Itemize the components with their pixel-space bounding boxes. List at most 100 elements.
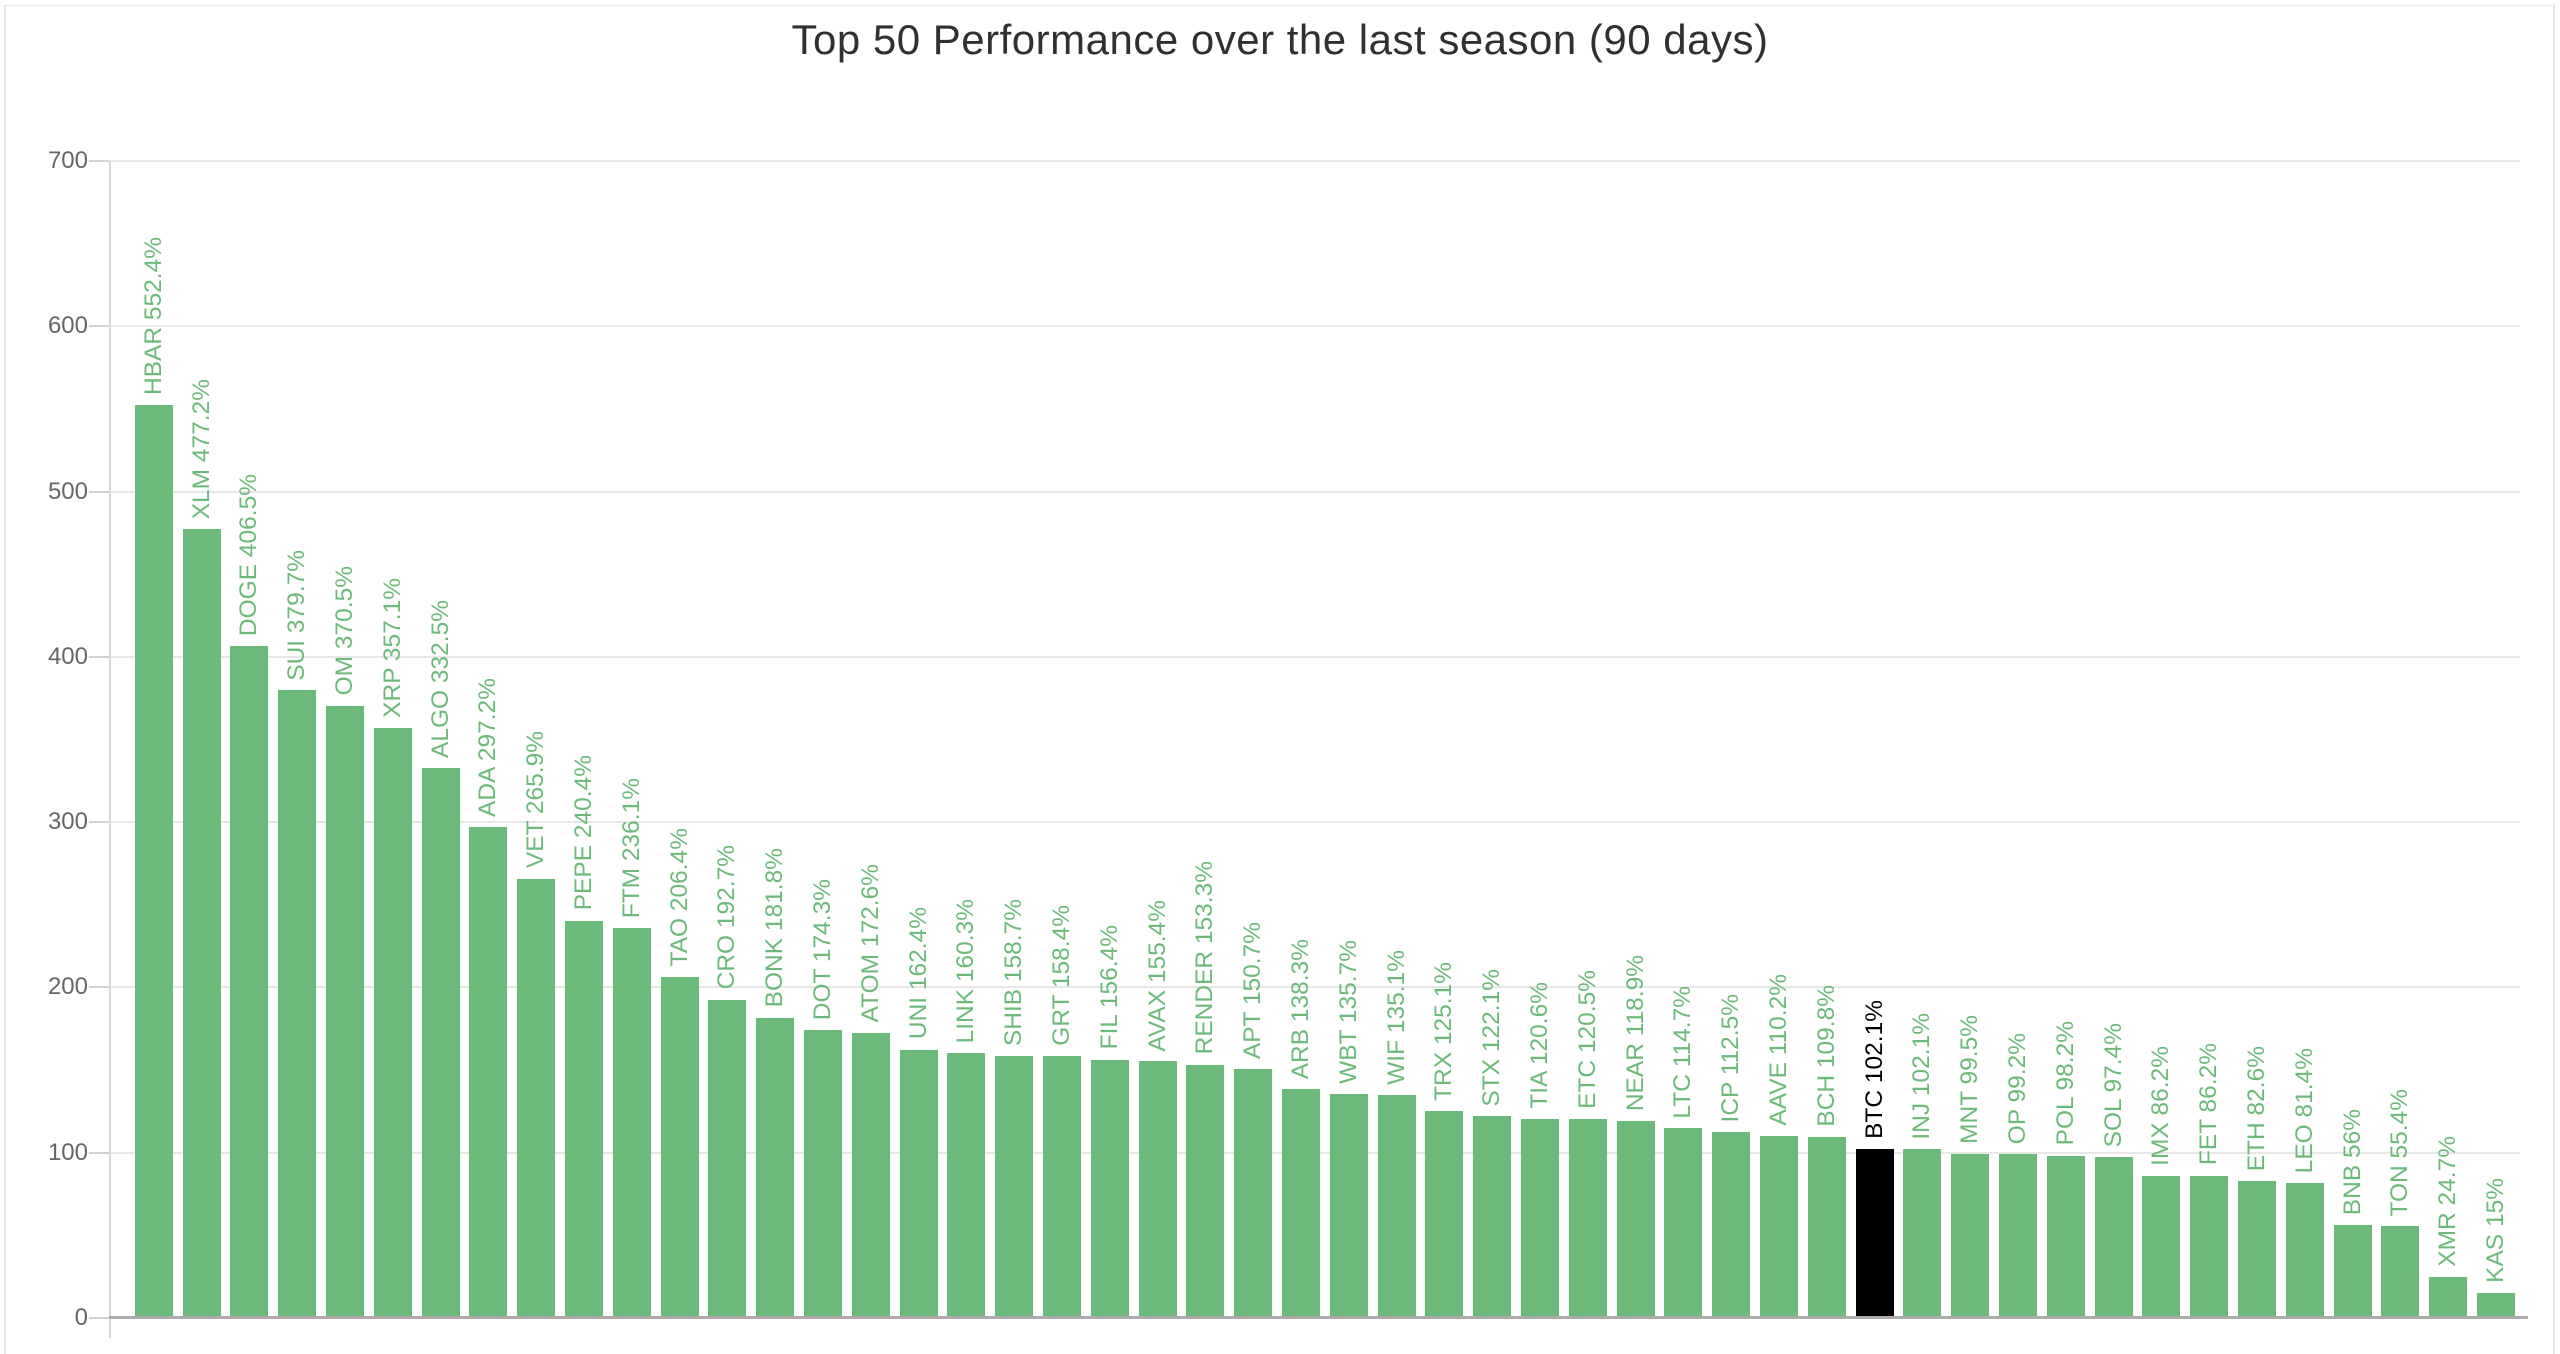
bar-label-WIF: WIF 135.1% xyxy=(1382,949,1410,1085)
bar-label-DOGE: DOGE 406.5% xyxy=(235,474,263,637)
bar-FTM[interactable] xyxy=(612,927,651,1318)
bar-ALGO[interactable] xyxy=(421,768,460,1318)
bar-OP[interactable] xyxy=(1998,1154,2037,1318)
bar-LTC[interactable] xyxy=(1664,1128,1703,1318)
bar-KAS[interactable] xyxy=(2476,1293,2515,1318)
bar-XLM[interactable] xyxy=(182,529,221,1318)
bar-DOT[interactable] xyxy=(804,1029,843,1318)
bar-label-VET: VET 265.9% xyxy=(522,731,550,869)
bar-BNB[interactable] xyxy=(2333,1225,2372,1318)
bar-TRX[interactable] xyxy=(1425,1111,1464,1318)
y-tick-mark-400 xyxy=(89,655,109,658)
bar-slot-POL: POL 98.2% xyxy=(2042,161,2090,1318)
bar-slot-ARB: ARB 138.3% xyxy=(1277,161,1325,1318)
bar-slot-DOGE: DOGE 406.5% xyxy=(226,161,274,1318)
bar-DOGE[interactable] xyxy=(230,646,269,1318)
bar-TON[interactable] xyxy=(2381,1226,2420,1318)
bar-POL[interactable] xyxy=(2046,1155,2085,1318)
bar-label-POL: POL 98.2% xyxy=(2051,1021,2079,1146)
bar-AAVE[interactable] xyxy=(1759,1135,1798,1318)
bar-slot-OP: OP 99.2% xyxy=(1994,161,2042,1318)
bar-slot-NEAR: NEAR 118.9% xyxy=(1612,161,1660,1318)
bar-CRO[interactable] xyxy=(708,999,747,1318)
y-tick-mark-700 xyxy=(89,160,109,162)
bar-ETC[interactable] xyxy=(1568,1118,1607,1318)
bar-slot-FIL: FIL 156.4% xyxy=(1086,161,1134,1318)
bar-SHIB[interactable] xyxy=(995,1055,1034,1318)
bar-label-RENDER: RENDER 153.3% xyxy=(1191,861,1219,1055)
bar-STX[interactable] xyxy=(1473,1116,1512,1318)
bar-RENDER[interactable] xyxy=(1186,1064,1225,1318)
bar-label-LEO: LEO 81.4% xyxy=(2290,1048,2318,1174)
bar-WIF[interactable] xyxy=(1377,1094,1416,1318)
bar-FET[interactable] xyxy=(2190,1175,2229,1318)
bar-MNT[interactable] xyxy=(1951,1153,1990,1318)
bar-slot-ADA: ADA 297.2% xyxy=(465,161,513,1318)
y-tick-mark-500 xyxy=(89,490,109,493)
bar-label-PEPE: PEPE 240.4% xyxy=(569,755,597,911)
bar-slot-BTC: BTC 102.1% xyxy=(1851,161,1899,1318)
bar-HBAR[interactable] xyxy=(134,404,173,1318)
plot-area: 0 100 200 300 400 500 600 700 HBAR 552.4% XLM 47… xyxy=(48,149,2528,1338)
bar-slot-WIF: WIF 135.1% xyxy=(1373,161,1421,1318)
bar-LINK[interactable] xyxy=(947,1053,986,1318)
bar-slot-ICP: ICP 112.5% xyxy=(1707,161,1755,1318)
bar-label-BNB: BNB 56% xyxy=(2338,1109,2366,1216)
y-tick-label-700: 700 xyxy=(47,147,88,174)
bar-label-ETH: ETH 82.6% xyxy=(2242,1046,2270,1172)
bar-label-HBAR: HBAR 552.4% xyxy=(139,236,167,395)
bar-ARB[interactable] xyxy=(1282,1089,1321,1318)
y-tick-label-600: 600 xyxy=(47,312,88,340)
bar-ADA[interactable] xyxy=(469,826,508,1318)
bar-BCH[interactable] xyxy=(1807,1136,1846,1318)
bar-TAO[interactable] xyxy=(660,976,699,1318)
bar-AVAX[interactable] xyxy=(1138,1061,1177,1318)
bar-BTC[interactable] xyxy=(1855,1149,1894,1318)
bar-ICP[interactable] xyxy=(1712,1132,1751,1318)
bar-UNI[interactable] xyxy=(899,1049,938,1318)
bar-slot-OM: OM 370.5% xyxy=(321,161,369,1318)
bar-BONK[interactable] xyxy=(756,1017,795,1318)
bar-label-CRO: CRO 192.7% xyxy=(713,845,741,990)
bar-slot-FTM: FTM 236.1% xyxy=(608,161,656,1318)
bar-OM[interactable] xyxy=(326,705,365,1318)
bar-label-XLM: XLM 477.2% xyxy=(187,378,215,520)
gridline-300 xyxy=(109,821,2520,824)
bar-TIA[interactable] xyxy=(1521,1118,1559,1318)
bar-slot-MNT: MNT 99.5% xyxy=(1946,161,1994,1318)
bar-APT[interactable] xyxy=(1234,1068,1273,1318)
bar-FIL[interactable] xyxy=(1090,1059,1129,1318)
bar-slot-ETC: ETC 120.5% xyxy=(1564,161,1612,1318)
y-axis-line xyxy=(109,161,111,1338)
bar-VET[interactable] xyxy=(517,878,556,1318)
bar-slot-TIA: TIA 120.6% xyxy=(1516,161,1564,1318)
bar-XRP[interactable] xyxy=(373,727,412,1318)
bar-label-TAO: TAO 206.4% xyxy=(665,828,693,967)
bar-NEAR[interactable] xyxy=(1616,1121,1655,1318)
bar-label-STX: STX 122.1% xyxy=(1477,968,1505,1107)
bar-SOL[interactable] xyxy=(2094,1157,2133,1318)
bar-ETH[interactable] xyxy=(2237,1181,2276,1318)
y-tick-label-200: 200 xyxy=(47,973,88,1001)
gridline-200 xyxy=(109,986,2520,989)
bar-WBT[interactable] xyxy=(1329,1093,1368,1318)
bar-slot-INJ: INJ 102.1% xyxy=(1898,161,1946,1318)
bar-IMX[interactable] xyxy=(2142,1175,2181,1318)
bar-LEO[interactable] xyxy=(2285,1183,2324,1318)
bar-slot-WBT: WBT 135.7% xyxy=(1325,161,1373,1318)
bar-XMR[interactable] xyxy=(2429,1277,2468,1318)
bar-label-GRT: GRT 158.4% xyxy=(1047,905,1075,1047)
bar-label-SHIB: SHIB 158.7% xyxy=(999,898,1027,1046)
bar-ATOM[interactable] xyxy=(851,1032,890,1318)
bar-label-IMX: IMX 86.2% xyxy=(2147,1045,2175,1166)
bar-slot-CRO: CRO 192.7% xyxy=(704,161,752,1318)
y-tick-mark-200 xyxy=(89,986,109,989)
bar-PEPE[interactable] xyxy=(565,920,604,1318)
bar-slot-LTC: LTC 114.7% xyxy=(1660,161,1708,1318)
bar-SUI[interactable] xyxy=(278,690,317,1318)
bars-container: HBAR 552.4% XLM 477.2% DOGE 406.5% SUI 379.… xyxy=(130,161,2520,1318)
bar-slot-TRX: TRX 125.1% xyxy=(1421,161,1469,1318)
bar-INJ[interactable] xyxy=(1903,1149,1942,1318)
bar-slot-XMR: XMR 24.7% xyxy=(2424,161,2472,1318)
bar-GRT[interactable] xyxy=(1043,1056,1082,1318)
